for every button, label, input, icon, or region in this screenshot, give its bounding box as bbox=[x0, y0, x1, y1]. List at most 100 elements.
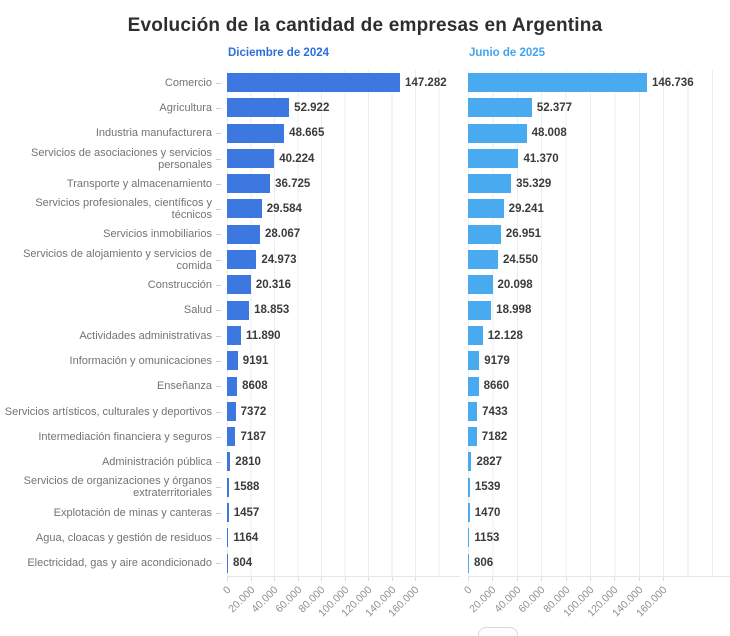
category-label: Servicios de organizaciones y órganos ex… bbox=[23, 475, 212, 500]
category-row: Administración pública bbox=[0, 449, 222, 474]
bar-row: 9191 bbox=[227, 348, 460, 373]
category-label: Servicios profesionales, científicos y t… bbox=[35, 197, 212, 222]
bar[interactable] bbox=[227, 73, 401, 92]
axis-tickmark bbox=[492, 576, 494, 581]
category-label: Actividades administrativas bbox=[79, 329, 212, 342]
category-tick bbox=[216, 436, 221, 438]
bar-row: 28.067 bbox=[227, 222, 460, 247]
plot-column-1: Diciembre de 2024 147.282 52.922 48.665 40.… bbox=[221, 47, 460, 634]
bar[interactable] bbox=[227, 199, 262, 219]
bar[interactable] bbox=[227, 553, 228, 573]
bar-row: 2810 bbox=[227, 449, 460, 474]
category-tick bbox=[216, 386, 221, 388]
bar[interactable] bbox=[227, 300, 250, 320]
bar-row: 52.377 bbox=[468, 95, 730, 120]
bar[interactable] bbox=[468, 351, 480, 371]
bar[interactable] bbox=[227, 148, 275, 168]
bar[interactable] bbox=[227, 503, 229, 523]
bar[interactable] bbox=[468, 325, 483, 345]
bar-row: 18.998 bbox=[468, 298, 730, 323]
value-label: 1153 bbox=[474, 531, 500, 544]
bar-row: 1539 bbox=[468, 475, 730, 500]
bar[interactable] bbox=[468, 148, 519, 168]
value-label: 52.922 bbox=[294, 101, 330, 114]
bar[interactable] bbox=[468, 376, 479, 396]
bar[interactable] bbox=[468, 123, 527, 143]
value-label: 1164 bbox=[233, 531, 259, 544]
category-row: Actividades administrativas bbox=[0, 323, 222, 348]
category-label: Electricidad, gas y aire acondicionado bbox=[27, 557, 212, 570]
category-cells: Comercio Agricultura Industria manufacture… bbox=[0, 70, 222, 576]
bar[interactable] bbox=[227, 452, 231, 472]
bar[interactable] bbox=[468, 199, 504, 219]
value-label: 26.951 bbox=[505, 228, 542, 241]
bar[interactable] bbox=[468, 528, 470, 548]
bar[interactable] bbox=[468, 300, 492, 320]
category-tick bbox=[216, 462, 221, 464]
category-label: Construcción bbox=[147, 279, 212, 292]
category-tick bbox=[216, 183, 221, 185]
axis-tickmark bbox=[250, 576, 252, 581]
value-label: 1539 bbox=[474, 481, 501, 494]
bar[interactable] bbox=[468, 224, 501, 244]
category-row: Explotación de minas y canteras bbox=[0, 500, 222, 525]
category-tick bbox=[216, 563, 221, 565]
value-label: 48.665 bbox=[289, 127, 325, 140]
bar-row: 40.224 bbox=[227, 146, 460, 171]
category-row: Servicios artísticos, culturales y depor… bbox=[0, 399, 222, 424]
category-tick bbox=[216, 285, 221, 287]
bar[interactable] bbox=[227, 174, 271, 194]
bar[interactable] bbox=[468, 477, 470, 497]
bar[interactable] bbox=[227, 401, 236, 421]
bar[interactable] bbox=[227, 275, 251, 295]
value-label: 8660 bbox=[483, 380, 510, 393]
category-row: Servicios de alojamiento y servicios de … bbox=[0, 247, 222, 272]
category-row: Electricidad, gas y aire acondicionado bbox=[0, 551, 222, 576]
bar[interactable] bbox=[468, 503, 470, 523]
footer-partial-button[interactable] bbox=[478, 627, 518, 636]
value-label: 18.998 bbox=[496, 304, 532, 317]
bar[interactable] bbox=[227, 224, 260, 244]
bar[interactable] bbox=[468, 553, 469, 573]
bar-row: 1153 bbox=[468, 525, 730, 550]
bar[interactable] bbox=[227, 427, 236, 447]
bar[interactable] bbox=[468, 250, 498, 270]
bar[interactable] bbox=[227, 250, 257, 270]
bar[interactable] bbox=[468, 98, 532, 118]
bar[interactable] bbox=[468, 174, 512, 194]
category-tick bbox=[216, 82, 221, 84]
bar-row: 7372 bbox=[227, 399, 460, 424]
category-tick bbox=[216, 310, 221, 312]
axis-tickmark bbox=[227, 576, 228, 581]
bar-row: 11.890 bbox=[227, 323, 460, 348]
value-label: 2810 bbox=[235, 456, 261, 469]
bar[interactable] bbox=[468, 73, 648, 92]
bar[interactable] bbox=[227, 98, 290, 118]
axis-tickmark bbox=[391, 576, 393, 581]
bar[interactable] bbox=[227, 123, 285, 143]
category-row: Servicios inmobiliarios bbox=[0, 222, 222, 247]
column-header-jun-2025: Junio de 2025 bbox=[469, 47, 546, 59]
bar[interactable] bbox=[468, 275, 493, 295]
bar[interactable] bbox=[227, 376, 238, 396]
bar-row: 18.853 bbox=[227, 298, 460, 323]
category-label: Información y omunicaciones bbox=[69, 354, 212, 367]
category-label: Servicios de alojamiento y servicios de … bbox=[23, 247, 212, 272]
category-row: Intermediación financiera y seguros bbox=[0, 424, 222, 449]
bar[interactable] bbox=[468, 427, 477, 447]
category-tick bbox=[216, 209, 221, 211]
category-row: Agricultura bbox=[0, 95, 222, 120]
bar[interactable] bbox=[468, 452, 472, 472]
bar-row: 52.922 bbox=[227, 95, 460, 120]
value-label: 48.008 bbox=[531, 127, 567, 140]
bar[interactable] bbox=[468, 401, 478, 421]
category-label: Explotación de minas y canteras bbox=[53, 506, 212, 519]
bar[interactable] bbox=[227, 477, 229, 497]
bar[interactable] bbox=[227, 351, 238, 371]
bar[interactable] bbox=[227, 325, 241, 345]
header-spacer bbox=[0, 47, 222, 70]
category-label: Servicios inmobiliarios bbox=[103, 228, 212, 241]
category-label: Servicios de asociaciones y servicios pe… bbox=[31, 146, 212, 171]
bar[interactable] bbox=[227, 528, 229, 548]
bar-row: 1588 bbox=[227, 475, 460, 500]
